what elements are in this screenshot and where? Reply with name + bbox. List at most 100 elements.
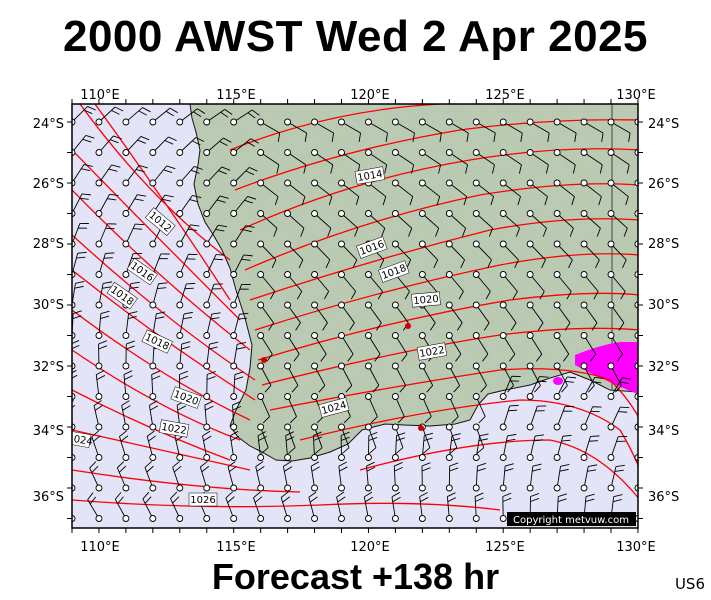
station-circle — [230, 332, 238, 339]
station-circle — [95, 301, 103, 309]
isobar-line — [72, 469, 301, 493]
station-circle — [95, 118, 103, 126]
wind-barb-feather — [477, 467, 486, 472]
wind-barb-feather — [509, 353, 516, 362]
wind-barb-feather — [547, 132, 550, 142]
wind-barb-feather — [73, 310, 82, 314]
station-circle — [311, 515, 318, 522]
wind-barb-feather — [139, 164, 148, 169]
wind-barb-feather — [195, 137, 205, 142]
wind-barb-shaft — [98, 135, 114, 153]
wind-barb-feather — [76, 256, 86, 259]
lon-tick-label: 130°E — [616, 540, 656, 555]
wind-barb-feather — [142, 491, 150, 500]
wind-barb-shaft — [583, 406, 594, 428]
wind-barb-feather — [114, 492, 122, 500]
wind-barb-shaft — [174, 435, 181, 458]
wind-barb-feather — [111, 164, 121, 168]
station-circle — [338, 210, 345, 217]
wind-barb-shaft — [394, 435, 398, 458]
wind-barb-feather — [340, 431, 350, 436]
wind-barb-feather — [209, 341, 219, 345]
wind-barb-feather — [300, 228, 305, 237]
station-circle — [203, 332, 211, 339]
wind-barb-shaft — [206, 344, 210, 367]
isobar-line — [72, 149, 241, 321]
wind-barb-feather — [590, 435, 600, 437]
station-circle — [607, 484, 615, 492]
wind-barb-shaft — [368, 182, 387, 197]
wind-barb-feather — [426, 385, 434, 393]
wind-barb-feather — [245, 170, 255, 176]
wind-barb-feather — [424, 416, 432, 424]
wind-barb-shaft — [287, 213, 305, 229]
wind-barb-feather — [116, 461, 125, 469]
wind-barb-feather — [377, 291, 383, 300]
wind-barb-shaft — [152, 283, 159, 306]
station-circle — [418, 210, 426, 217]
wind-barb-feather — [623, 228, 628, 237]
station-circle — [203, 362, 211, 370]
station-circle — [365, 118, 372, 126]
wind-barb-shaft — [363, 496, 369, 519]
wind-barb-shaft — [610, 213, 628, 229]
wind-barb-feather — [230, 435, 240, 442]
wind-barb-feather — [82, 138, 92, 143]
station-circle — [472, 484, 480, 492]
station-circle — [472, 423, 480, 431]
wind-barb-feather — [599, 164, 603, 174]
wind-barb-shaft — [91, 436, 100, 458]
wind-barb-shaft — [475, 152, 495, 166]
lat-tick-label: 34°S — [33, 424, 64, 439]
station-circle — [391, 423, 399, 431]
wind-barb-feather — [283, 461, 292, 467]
station-circle — [176, 240, 184, 248]
station-circle — [311, 362, 318, 370]
wind-barb-shaft — [475, 466, 478, 489]
wind-barb-shaft — [368, 274, 383, 292]
wind-barb-feather — [350, 291, 357, 300]
wind-barb-shaft — [475, 426, 485, 448]
station-circle — [149, 393, 157, 400]
wind-barb-shaft — [232, 405, 235, 428]
wind-barb-feather — [593, 291, 599, 300]
station-circle — [445, 179, 453, 187]
wind-barb-feather — [227, 496, 235, 503]
wind-barb-feather — [391, 491, 400, 498]
wind-barb-shaft — [610, 152, 630, 166]
wind-barb-shaft — [583, 466, 589, 489]
station-circle — [445, 423, 453, 431]
wind-barb-shaft — [421, 435, 425, 458]
station-circle — [580, 271, 588, 278]
wind-barb-shaft — [152, 136, 169, 153]
wind-barb-shaft — [368, 121, 388, 134]
wind-barb-feather — [330, 164, 334, 174]
wind-barb-feather — [100, 310, 110, 315]
wind-barb-feather — [122, 405, 131, 411]
wind-barb-shaft — [529, 466, 534, 489]
station-circle — [391, 454, 399, 461]
wind-barb-feather — [591, 322, 598, 331]
station-circle — [284, 210, 292, 217]
lat-ticks-left: 24°S 26°S 28°S 30°S 32°S 34°S 36°S — [33, 117, 64, 505]
wind-barb-feather — [614, 469, 624, 472]
wind-barb-feather — [368, 432, 378, 436]
wind-barb-feather — [203, 435, 212, 442]
wind-barb-feather — [223, 137, 232, 143]
station-circle — [499, 301, 507, 309]
wind-barb-shaft — [556, 304, 571, 324]
wind-barb-feather — [532, 463, 542, 467]
svg-text:1024: 1024 — [66, 433, 93, 448]
station-circle — [607, 179, 615, 187]
station-circle — [391, 240, 399, 248]
wind-barb-feather — [512, 291, 518, 300]
wind-barb-feather — [140, 135, 150, 141]
pressure-dot — [418, 425, 424, 431]
wind-barb-shaft — [287, 365, 299, 386]
wind-barb-shaft — [206, 166, 223, 184]
lat-tick-label: 30°S — [33, 298, 64, 313]
wind-barb-feather — [337, 496, 346, 503]
wind-barb-shaft — [121, 405, 127, 428]
wind-barb-shaft — [206, 313, 213, 336]
wind-barb-shaft — [422, 152, 441, 166]
